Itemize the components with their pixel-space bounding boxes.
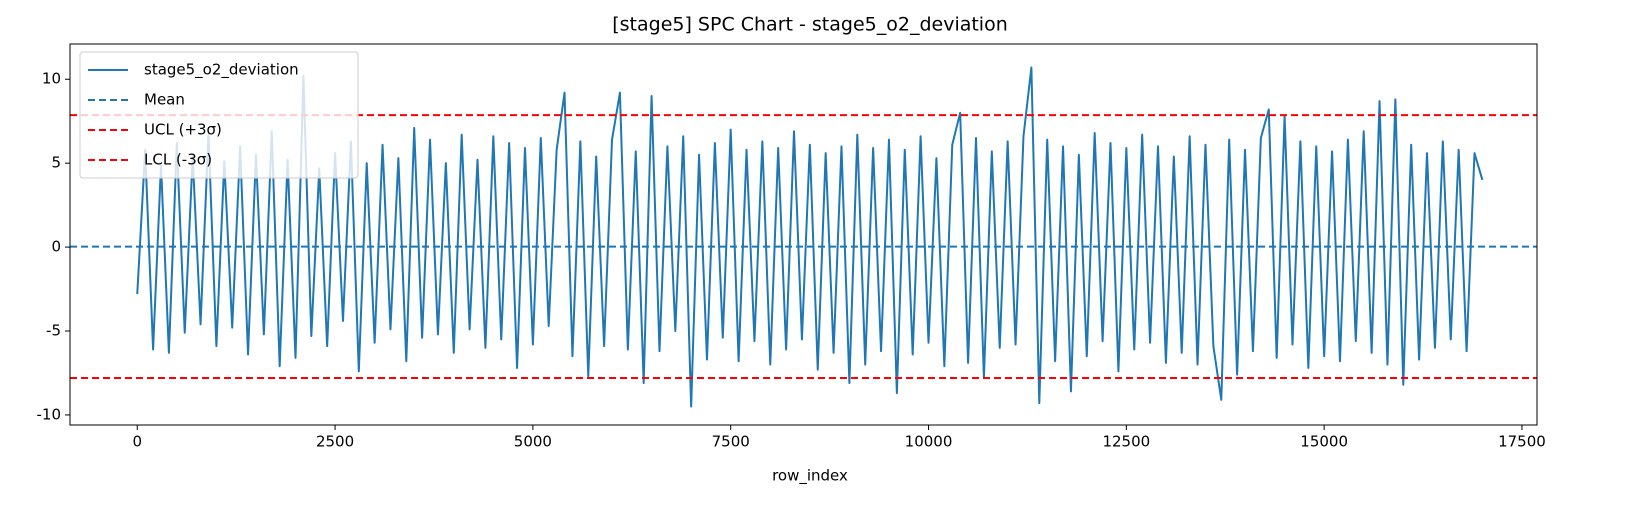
- legend: stage5_o2_deviation Mean UCL (+3σ) LCL (-3σ…: [79, 51, 359, 179]
- y-tick-label: -10: [37, 405, 62, 423]
- x-tick-label: 2500: [316, 433, 354, 451]
- y-tick-label: 5: [51, 154, 61, 172]
- x-axis-label: row_index: [772, 467, 848, 486]
- chart-title: [stage5] SPC Chart - stage5_o2_deviation: [612, 14, 1008, 36]
- y-tick-label: 0: [51, 238, 61, 256]
- data-line: [136, 66, 1484, 408]
- legend-label: LCL (-3σ): [144, 151, 212, 169]
- x-tick-label: 7500: [712, 433, 750, 451]
- legend-box: [79, 51, 359, 179]
- legend-label: UCL (+3σ): [144, 121, 222, 139]
- legend-label: stage5_o2_deviation: [144, 61, 299, 80]
- x-tick-label: 15000: [1300, 433, 1348, 451]
- x-tick-label: 5000: [514, 433, 552, 451]
- y-tick-label: -5: [46, 322, 61, 340]
- y-tick-label: 10: [42, 70, 61, 88]
- legend-label: Mean: [144, 91, 185, 109]
- x-tick-label: 0: [132, 433, 142, 451]
- plot-frame: [69, 43, 1538, 426]
- x-tick-label: 10000: [905, 433, 953, 451]
- x-tick-label: 17500: [1498, 433, 1546, 451]
- x-tick-label: 12500: [1102, 433, 1150, 451]
